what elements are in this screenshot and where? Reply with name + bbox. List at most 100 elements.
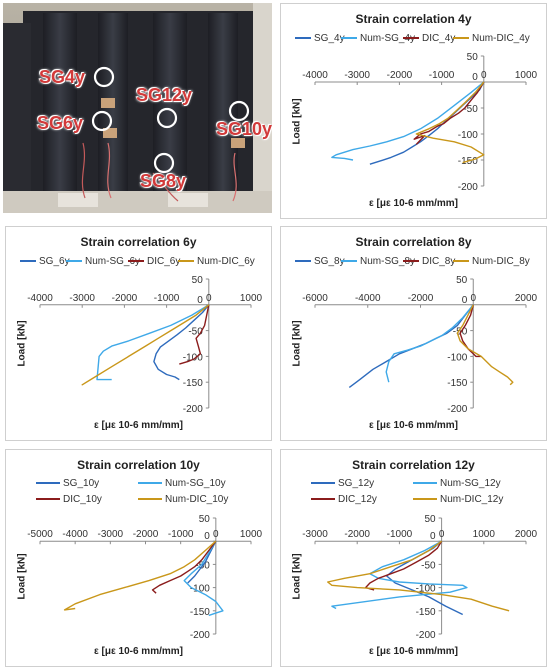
legend-item-sg-6y: SG_6y (20, 256, 70, 267)
legend-swatch (178, 260, 194, 263)
chart-panel-10y: -5000 -4000 -3000 -2000 -1000 0 1000 50 0 -50 -100… (5, 449, 272, 667)
x-tick-label: 1000 (473, 529, 496, 540)
legend-label: SG_12y (338, 478, 375, 489)
legend-label: DIC_4y (422, 33, 456, 44)
chart-legend: SG_6y Num-SG_6y DIC_6y Num-DIC_6y (6, 227, 271, 287)
legend-label: SG_4y (314, 33, 345, 44)
series-line-num-sg-10y (183, 540, 224, 617)
x-tick-label: -1000 (154, 293, 180, 304)
y-tick-label: -100 (190, 584, 210, 595)
series-line-dic-12y (364, 540, 443, 591)
legend-swatch (403, 37, 419, 40)
series-line-sg-6y (153, 304, 210, 381)
legend-label: Num-SG_8y (360, 256, 416, 267)
legend-item-sg-10y: SG_10y (36, 478, 99, 489)
y-tick-label: -150 (190, 607, 210, 618)
y-axis-title: Load [kN] (16, 552, 28, 600)
legend-item-sg-4y: SG_4y (295, 33, 345, 44)
y-axis-title: Load [kN] (291, 97, 303, 145)
x-tick-label: -6000 (302, 293, 328, 304)
x-tick-label: -1000 (429, 70, 455, 81)
x-tick-label: -2000 (387, 70, 413, 81)
legend-swatch (295, 260, 311, 263)
series-line-sg-4y (369, 81, 485, 165)
series-line-num-sg-6y (96, 304, 210, 381)
x-tick-label: 2000 (515, 293, 538, 304)
sg4y-marker (93, 66, 115, 88)
legend-item-num-dic-6y: Num-DIC_6y (178, 256, 255, 267)
y-tick-label: -100 (458, 130, 478, 141)
x-axis-title: ε [με 10-6 mm/mm] (369, 198, 458, 209)
x-tick-label: 1000 (240, 293, 263, 304)
y-tick-label: 0 (204, 531, 210, 542)
chart-plot: -4000 -3000 -2000 -1000 0 1000500-50-100-150-… (27, 275, 263, 415)
y-tick-label: 0 (462, 295, 468, 306)
x-tick-label: -2000 (344, 529, 370, 540)
legend-label: SG_10y (63, 478, 100, 489)
legend-label: DIC_6y (147, 256, 181, 267)
legend-swatch (413, 482, 437, 485)
legend-item-num-dic-8y: Num-DIC_8y (453, 256, 530, 267)
series-line-dic-8y (459, 304, 482, 358)
y-tick-label: 0 (430, 531, 436, 542)
legend-swatch (403, 260, 419, 263)
x-tick-label: -4000 (355, 293, 381, 304)
y-tick-label: -50 (421, 560, 436, 571)
x-tick-label: -2000 (112, 293, 138, 304)
x-tick-label: -4000 (27, 293, 53, 304)
y-tick-label: -200 (416, 630, 436, 641)
series-line-sg-8y (348, 304, 474, 388)
chart-panel-12y: -3000 -2000 -1000 0 1000 2000 50 0 -50 -100 -150 -2… (280, 449, 547, 667)
legend-swatch (128, 260, 144, 263)
y-tick-label: -50 (188, 327, 203, 338)
legend-label: DIC_10y (63, 494, 102, 505)
legend-item-dic-4y: DIC_4y (403, 33, 455, 44)
chart-title: Strain correlation 4y (355, 12, 472, 26)
y-tick-label: -150 (183, 378, 203, 389)
legend-item-num-sg-6y: Num-SG_6y (66, 256, 140, 267)
legend-item-sg-12y: SG_12y (311, 478, 374, 489)
x-tick-label: 0 (481, 70, 487, 81)
y-tick-label: 50 (424, 514, 436, 525)
legend-item-num-dic-4y: Num-DIC_4y (453, 33, 530, 44)
chart-title: Strain correlation 8y (355, 235, 472, 249)
legend-swatch (341, 37, 357, 40)
chart-plot: -5000 -4000 -3000 -2000 -1000 0 1000500-50-100… (27, 514, 263, 641)
y-axis-title: Load [kN] (291, 320, 303, 367)
legend-item-sg-8y: SG_8y (295, 256, 345, 267)
y-tick-label: -200 (447, 404, 467, 415)
chart-title: Strain correlation 12y (352, 458, 475, 472)
x-tick-label: 1000 (240, 529, 263, 540)
chart-legend: SG_8y Num-SG_8y DIC_8y Num-DIC_8y (281, 227, 546, 287)
y-tick-label: 0 (197, 295, 203, 306)
legend-label: Num-DIC_10y (165, 494, 229, 505)
series-line-num-sg-4y (331, 81, 485, 161)
legend-item-num-dic-12y: Num-DIC_12y (413, 494, 503, 505)
legend-item-dic-12y: DIC_12y (311, 494, 377, 505)
y-tick-label: -150 (416, 607, 436, 618)
legend-label: DIC_8y (422, 256, 456, 267)
legend-label: SG_8y (314, 256, 345, 267)
y-tick-label: 50 (192, 275, 204, 286)
legend-swatch (341, 260, 357, 263)
y-tick-label: 0 (472, 72, 478, 83)
y-tick-label: -200 (183, 404, 203, 415)
x-axis-title: ε [με 10-6 mm/mm] (94, 420, 183, 431)
chart-plot: -4000 -3000 -2000 -1000 0 1000500-50-100-150-… (302, 52, 537, 193)
y-tick-label: -150 (447, 378, 467, 389)
legend-label: Num-DIC_12y (440, 494, 504, 505)
series-line-dic-6y (179, 304, 210, 365)
photo-label-sg6y: SG6y (37, 113, 84, 133)
specimen-photo-graphic (3, 3, 272, 213)
x-axis-title: ε [με 10-6 mm/mm] (369, 420, 458, 431)
legend-swatch (413, 498, 437, 501)
x-tick-label: -4000 (302, 70, 328, 81)
x-tick-label: 0 (213, 529, 219, 540)
legend-label: Num-SG_12y (440, 478, 501, 489)
legend-swatch (453, 260, 469, 263)
sg12y-marker (156, 107, 178, 129)
x-axis-title: ε [με 10-6 mm/mm] (94, 646, 183, 657)
chart-legend: SG_10y Num-SG_10y DIC_10y Num-DIC_10y (6, 450, 271, 510)
chart-title: Strain correlation 10y (77, 458, 200, 472)
